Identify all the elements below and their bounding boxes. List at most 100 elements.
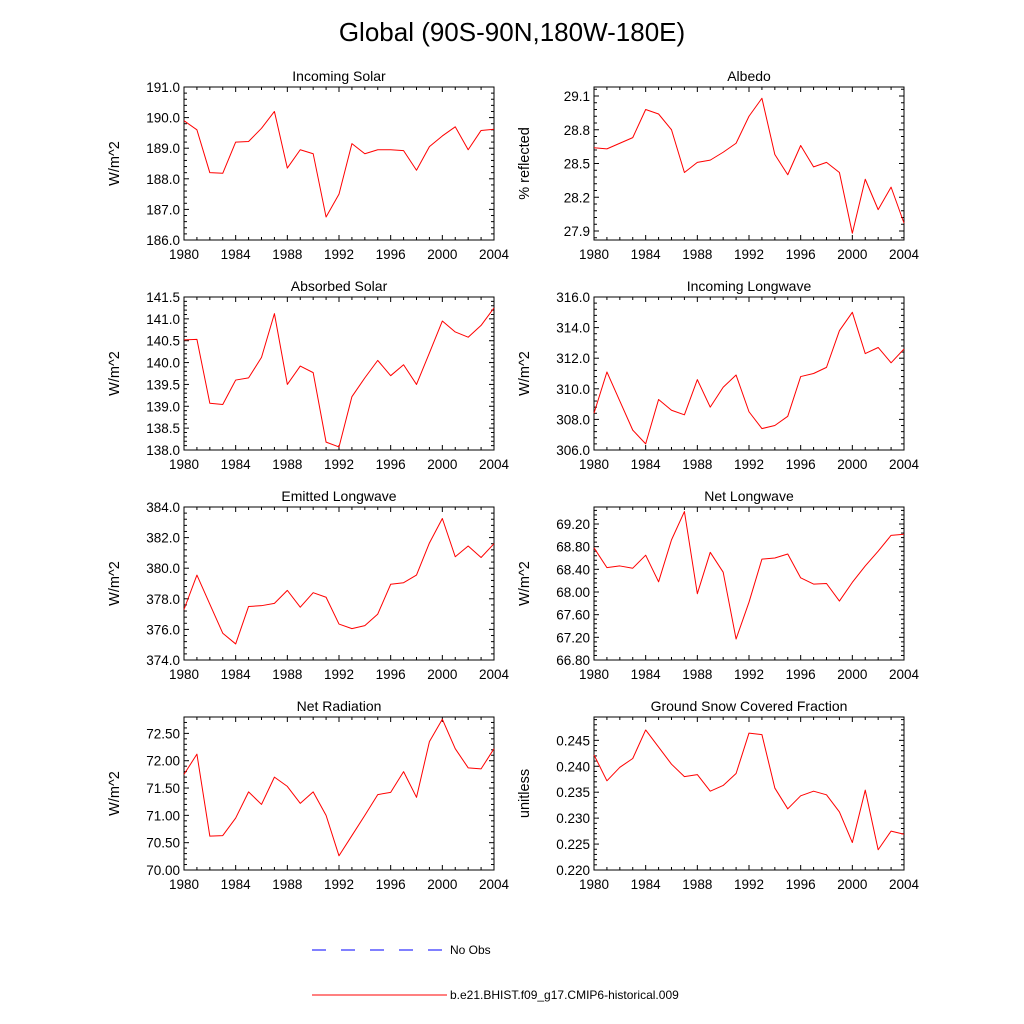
- y-tick-label: 29.1: [564, 89, 590, 104]
- plot-frame: [183, 716, 495, 871]
- legend-obs-label: No Obs: [450, 943, 491, 957]
- y-tick-label: 376.0: [146, 622, 180, 637]
- y-tick-label: 139.0: [146, 399, 180, 414]
- y-axis-label: W/m^2: [107, 141, 123, 186]
- y-axis-label: % reflected: [517, 127, 533, 200]
- x-tick-label: 1980: [169, 877, 199, 892]
- y-tick-label: 316.0: [556, 290, 590, 305]
- y-axis-label: unitless: [517, 769, 533, 818]
- x-tick-label: 1988: [272, 457, 302, 472]
- y-tick-label: 188.0: [146, 172, 180, 187]
- x-tick-label: 1996: [786, 247, 816, 262]
- y-tick-label: 72.00: [146, 754, 180, 769]
- x-tick-label: 1980: [579, 877, 609, 892]
- x-tick-label: 1984: [631, 877, 662, 892]
- y-tick-label: 306.0: [556, 443, 590, 458]
- plot-frame: [593, 716, 905, 871]
- x-tick-label: 1996: [376, 667, 406, 682]
- panel-net-radiation: Net Radiation W/m^2 1980 1984 1988 1992 1996 20…: [107, 698, 510, 892]
- y-tick-label: 27.9: [564, 224, 590, 239]
- x-tick-label: 1992: [734, 877, 764, 892]
- x-tick-label: 1992: [734, 247, 764, 262]
- y-tick-label: 141.0: [146, 312, 180, 327]
- x-tick-label: 1996: [376, 247, 406, 262]
- y-tick-label: 28.2: [564, 190, 590, 205]
- x-tick-label: 1996: [786, 457, 816, 472]
- plot-frame: [183, 296, 495, 451]
- x-tick-label: 1984: [221, 667, 252, 682]
- x-tick-label: 2004: [889, 247, 920, 262]
- x-tick-label: 1980: [169, 247, 199, 262]
- y-tick-label: 0.220: [556, 863, 590, 878]
- legend-model-label: b.e21.BHIST.f09_g17.CMIP6-historical.009: [450, 988, 679, 1002]
- panel-title: Net Radiation: [297, 698, 382, 714]
- y-tick-label: 68.40: [556, 562, 590, 577]
- series-line-model: [593, 97, 905, 234]
- panel-title: Incoming Solar: [292, 68, 386, 84]
- panel-title: Albedo: [727, 68, 771, 84]
- series-line-model: [183, 517, 495, 645]
- x-tick-label: 1992: [324, 667, 354, 682]
- x-tick-label: 2004: [889, 457, 920, 472]
- y-tick-label: 28.8: [564, 123, 590, 138]
- y-tick-label: 68.00: [556, 585, 590, 600]
- x-tick-label: 1984: [631, 247, 662, 262]
- y-tick-label: 378.0: [146, 592, 180, 607]
- plot-frame: [593, 86, 905, 241]
- x-tick-label: 1988: [272, 247, 302, 262]
- x-tick-label: 1988: [682, 247, 712, 262]
- x-tick-label: 2004: [479, 457, 510, 472]
- panel-title: Incoming Longwave: [687, 278, 812, 294]
- y-tick-label: 308.0: [556, 412, 590, 427]
- x-tick-label: 2000: [427, 667, 457, 682]
- y-axis-label: W/m^2: [517, 351, 533, 396]
- series-line-model: [593, 511, 905, 640]
- y-tick-label: 0.240: [556, 759, 590, 774]
- panel-title: Ground Snow Covered Fraction: [651, 698, 848, 714]
- y-tick-label: 374.0: [146, 653, 180, 668]
- x-tick-label: 1996: [786, 877, 816, 892]
- x-tick-label: 1992: [324, 457, 354, 472]
- panel-incoming-solar: Incoming Solar W/m^2 1980 1984 1988 1992 1996 2…: [107, 68, 510, 262]
- y-tick-label: 68.80: [556, 540, 590, 555]
- y-axis-label: W/m^2: [107, 771, 123, 816]
- y-tick-label: 186.0: [146, 233, 180, 248]
- x-tick-label: 1980: [579, 247, 609, 262]
- y-tick-label: 384.0: [146, 500, 180, 515]
- y-tick-label: 28.5: [564, 157, 590, 172]
- y-tick-label: 138.0: [146, 443, 180, 458]
- x-tick-label: 1988: [682, 457, 712, 472]
- x-tick-label: 2000: [427, 457, 457, 472]
- series-line-model: [183, 718, 495, 857]
- series-line-model: [183, 110, 495, 218]
- panel-albedo: Albedo % reflected 1980 1984 1988 1992 1996 200…: [517, 68, 920, 262]
- x-tick-label: 1988: [682, 877, 712, 892]
- legend: No Obs b.e21.BHIST.f09_g17.CMIP6-histori…: [312, 943, 679, 1002]
- x-tick-label: 2000: [427, 877, 457, 892]
- y-tick-label: 314.0: [556, 321, 590, 336]
- y-tick-label: 70.00: [146, 863, 180, 878]
- y-tick-label: 139.5: [146, 377, 180, 392]
- x-tick-label: 1980: [579, 667, 609, 682]
- plot-frame: [183, 506, 495, 661]
- x-tick-label: 1996: [786, 667, 816, 682]
- x-tick-label: 1992: [324, 247, 354, 262]
- panel-title: Emitted Longwave: [281, 488, 396, 504]
- y-tick-label: 312.0: [556, 351, 590, 366]
- y-axis-label: W/m^2: [517, 561, 533, 606]
- x-tick-label: 2000: [427, 247, 457, 262]
- x-tick-label: 1984: [631, 667, 662, 682]
- panel-title: Absorbed Solar: [291, 278, 388, 294]
- panel-absorbed-solar: Absorbed Solar W/m^2 1980 1984 1988 1992 1996 2…: [107, 278, 510, 472]
- y-axis-label: W/m^2: [107, 561, 123, 606]
- y-tick-label: 382.0: [146, 531, 180, 546]
- x-tick-label: 1984: [221, 457, 252, 472]
- series-line-model: [593, 311, 905, 445]
- y-tick-label: 69.20: [556, 517, 590, 532]
- x-tick-label: 1988: [682, 667, 712, 682]
- x-tick-label: 1996: [376, 457, 406, 472]
- panels: Incoming Solar W/m^2 1980 1984 1988 1992 1996 2…: [107, 68, 920, 892]
- y-tick-label: 72.50: [146, 726, 180, 741]
- x-tick-label: 1980: [579, 457, 609, 472]
- x-tick-label: 2000: [837, 877, 867, 892]
